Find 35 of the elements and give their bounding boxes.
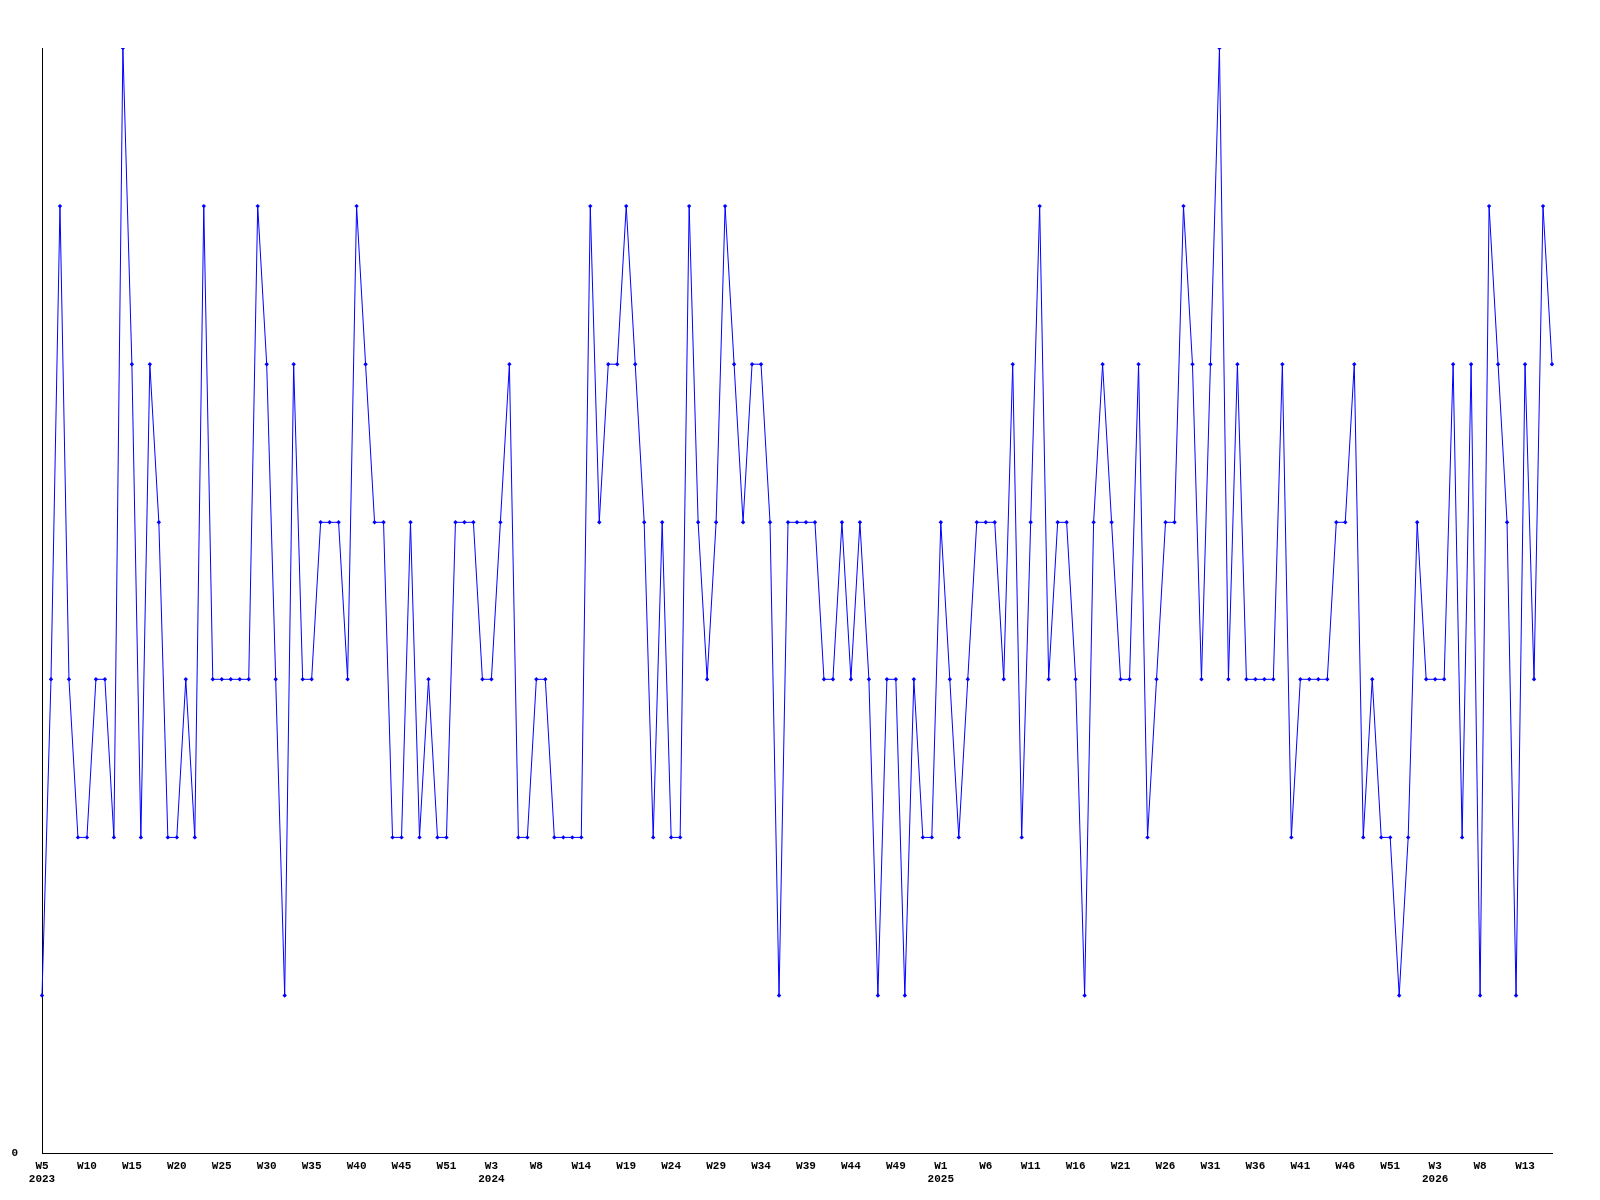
x-tick-label: W6 — [979, 1159, 993, 1172]
text: 0 — [11, 1147, 18, 1160]
x-tick-label: W16 — [1065, 1159, 1086, 1172]
x-tick-label: W30 — [256, 1159, 277, 1172]
x-tick-label: W8 — [1473, 1159, 1488, 1172]
x-tick-label: W13 — [1515, 1159, 1536, 1172]
x-tick-label: W36 — [1245, 1159, 1266, 1172]
x-tick-label: W20 — [166, 1159, 187, 1172]
x-tick-label: W1 2025 — [927, 1159, 955, 1186]
x-tick-label: W3 2026 — [1421, 1159, 1449, 1186]
x-tick-label: W29 — [706, 1159, 727, 1172]
x-tick-label: W8 — [529, 1159, 544, 1172]
x-tick-label: W49 — [885, 1159, 906, 1172]
x-tick-label: W46 — [1335, 1159, 1356, 1172]
x-tick-label: W24 — [661, 1159, 682, 1172]
x-tick-label: W39 — [796, 1159, 816, 1172]
x-tick-label: W51 — [1380, 1159, 1401, 1172]
x-tick-label: W19 — [616, 1159, 637, 1172]
x-tick-label: W45 — [391, 1159, 412, 1172]
x-tick-label: W15 — [121, 1159, 143, 1172]
x-tick-label: W51 — [436, 1159, 457, 1172]
x-tick-label: W25 — [211, 1159, 233, 1172]
x-tick-label: W5 2023 — [28, 1159, 56, 1186]
x-tick-label: W31 — [1200, 1159, 1221, 1172]
x-tick-label: W14 — [571, 1159, 592, 1172]
x-tick-label: W40 — [346, 1159, 367, 1172]
x-tick-label: W26 — [1155, 1159, 1176, 1172]
x-tick-label: W3 2024 — [478, 1159, 505, 1186]
x-tick-label: W44 — [841, 1159, 862, 1172]
x-tick-label: W35 — [301, 1159, 322, 1172]
x-tick-label: W41 — [1290, 1159, 1311, 1172]
x-tick-label: W11 — [1020, 1159, 1041, 1172]
x-tick-label: W21 — [1110, 1159, 1131, 1172]
x-tick-label: W10 — [77, 1159, 97, 1172]
x-tick-label: W34 — [751, 1159, 772, 1172]
